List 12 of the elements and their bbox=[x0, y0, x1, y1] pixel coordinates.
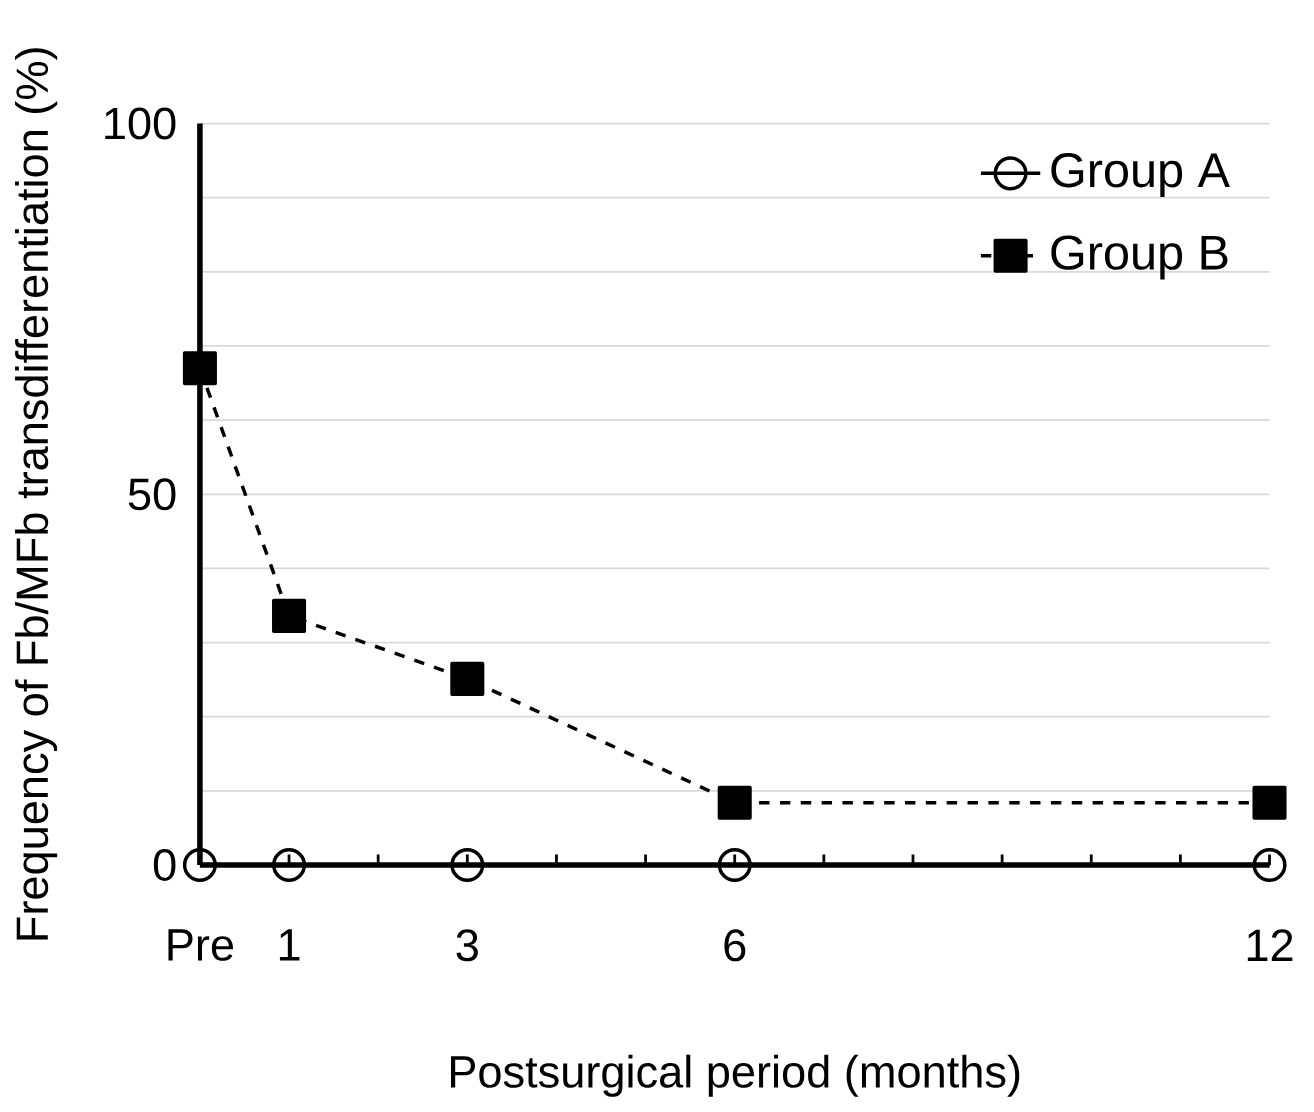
y-axis-title: Frequency of Fb/MFb transdifferentiation (%) bbox=[15, 48, 58, 940]
x-tick-label: 3 bbox=[456, 929, 478, 962]
x-axis-title: Postsurgical period (months) bbox=[450, 1054, 1020, 1097]
y-tick-label: 0 bbox=[153, 849, 176, 882]
x-tick-label: Pre bbox=[168, 929, 234, 961]
y-tick-label: 50 bbox=[128, 478, 176, 511]
x-tick-label: 6 bbox=[724, 929, 746, 962]
y-tick-label: 100 bbox=[105, 107, 176, 140]
x-tick-label: 1 bbox=[279, 929, 300, 961]
legend-label: Group B bbox=[1051, 235, 1228, 280]
legend-label: Group A bbox=[1051, 153, 1230, 198]
x-tick-label: 12 bbox=[1247, 929, 1293, 961]
